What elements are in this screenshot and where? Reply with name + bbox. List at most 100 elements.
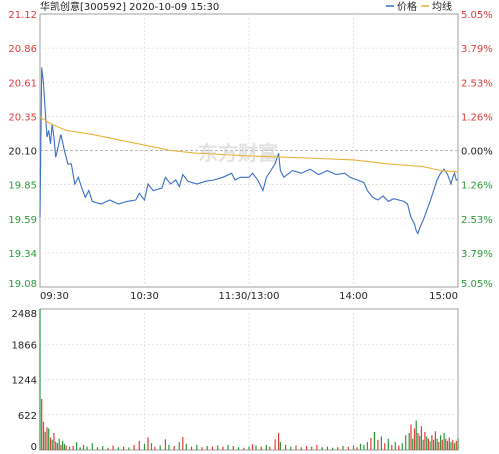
volume-bar xyxy=(138,440,140,450)
volume-bar xyxy=(427,438,429,450)
volume-bar xyxy=(255,445,257,450)
y-tick-label-left: 19.85 xyxy=(8,181,37,192)
volume-bar xyxy=(182,437,184,450)
volume-bar xyxy=(290,446,292,450)
volume-bar xyxy=(243,447,245,450)
volume-bar xyxy=(438,442,440,450)
volume-y-tick-label: 2488 xyxy=(12,309,37,320)
volume-bar xyxy=(455,440,457,450)
y-tick-label-left: 20.61 xyxy=(8,78,37,89)
volume-bar xyxy=(412,438,414,450)
volume-bar xyxy=(384,443,386,450)
price-line xyxy=(39,67,458,235)
volume-bar xyxy=(448,437,450,450)
volume-bar xyxy=(452,439,454,450)
y-tick-label-left: 19.34 xyxy=(8,249,37,260)
volume-bar xyxy=(201,447,203,450)
volume-bar xyxy=(431,435,433,450)
volume-bar xyxy=(316,444,318,450)
volume-bar xyxy=(337,447,339,450)
volume-y-tick-label: 1866 xyxy=(12,340,37,351)
average-line xyxy=(39,116,459,173)
volume-bar xyxy=(415,420,417,450)
volume-bar xyxy=(359,443,362,450)
volume-bar xyxy=(173,446,175,450)
volume-bar xyxy=(370,438,372,450)
volume-bar xyxy=(366,442,368,450)
volume-bar xyxy=(279,442,281,450)
volume-bar xyxy=(429,441,431,450)
volume-bar xyxy=(237,447,240,450)
volume-bar xyxy=(102,446,104,450)
volume-bar xyxy=(190,446,193,450)
x-tick-label: 09:30 xyxy=(40,291,69,302)
y-tick-label-right: 2.53% xyxy=(461,78,493,89)
x-tick-label: 14:00 xyxy=(339,291,368,302)
volume-bar xyxy=(44,431,46,450)
volume-bar xyxy=(269,446,271,450)
volume-bar xyxy=(450,442,452,450)
y-tick-label-right: 0.00% xyxy=(461,147,493,158)
x-tick-label: 15:00 xyxy=(429,291,458,302)
volume-bar xyxy=(42,421,45,450)
y-tick-label-left: 20.86 xyxy=(8,44,37,55)
volume-bar xyxy=(408,433,410,450)
volume-bar xyxy=(433,439,435,450)
volume-bar xyxy=(274,439,276,450)
volume-bar xyxy=(420,426,422,450)
volume-bar xyxy=(347,446,349,450)
volume-bar xyxy=(147,437,149,450)
y-tick-label-left: 20.35 xyxy=(8,112,37,123)
volume-bar xyxy=(232,446,234,450)
volume-bar xyxy=(410,424,412,450)
y-tick-label-right: 1.26% xyxy=(461,181,493,192)
volume-bar xyxy=(380,436,382,450)
chart-title: 华凯创意[300592] 2020-10-09 15:30 xyxy=(40,0,219,13)
volume-bar xyxy=(79,447,81,450)
y-tick-label-left: 21.12 xyxy=(8,10,37,21)
volume-bar xyxy=(164,439,166,450)
volume-bar xyxy=(39,309,41,450)
volume-bar xyxy=(49,437,52,450)
volume-bar xyxy=(185,443,187,450)
volume-bar xyxy=(248,446,250,450)
price-panel: 21.12 5.05% 20.86 3.79% 20.61 2.53% 20.35 1.26%… xyxy=(8,10,492,302)
volume-bar xyxy=(401,443,403,450)
volume-bar xyxy=(457,438,459,450)
volume-y-tick-label: 0 xyxy=(31,442,37,453)
volume-bar xyxy=(62,440,64,450)
volume-bar xyxy=(260,446,262,450)
volume-bar xyxy=(424,431,426,450)
volume-bar xyxy=(178,442,180,450)
volume-bar xyxy=(300,447,302,450)
volume-bar xyxy=(311,446,313,450)
x-tick-label: 11:30/13:00 xyxy=(218,291,279,302)
y-tick-label-right: 3.79% xyxy=(461,249,493,260)
volume-y-tick-label: 622 xyxy=(18,411,37,422)
volume-bar xyxy=(227,444,229,450)
y-tick-label-left: 20.10 xyxy=(8,147,37,158)
volume-bar xyxy=(305,446,308,450)
y-tick-label-right: 3.79% xyxy=(461,44,493,55)
volume-bar xyxy=(76,442,78,450)
volume-bar xyxy=(196,444,198,450)
y-tick-label-right: 5.05% xyxy=(461,279,493,290)
legend-price-label: 价格 xyxy=(397,0,417,13)
volume-bar xyxy=(69,446,71,450)
volume-bar xyxy=(133,444,135,450)
volume-bar xyxy=(150,443,153,450)
volume-bar xyxy=(453,443,456,450)
volume-bar xyxy=(63,443,65,450)
volume-bar xyxy=(295,445,297,450)
volume-bar xyxy=(394,442,396,450)
volume-bar xyxy=(398,445,400,450)
volume-bar xyxy=(82,444,85,450)
volume-bar xyxy=(413,428,416,450)
volume-bar xyxy=(55,441,57,450)
volume-bar xyxy=(441,439,443,450)
watermark: 东方财富 xyxy=(198,141,278,165)
volume-bar xyxy=(373,431,375,450)
volume-bar xyxy=(51,439,53,450)
volume-bar xyxy=(285,444,287,450)
volume-bar xyxy=(86,446,88,450)
